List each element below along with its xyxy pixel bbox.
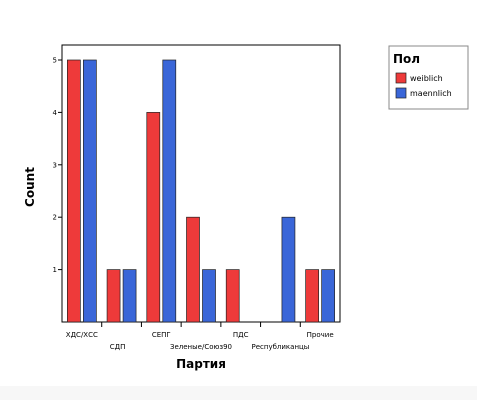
bar-maennlich xyxy=(162,59,177,323)
x-tick-label: СДП xyxy=(110,343,126,351)
bar-weiblich xyxy=(186,216,200,323)
bar-weiblich xyxy=(67,59,81,323)
y-tick-label: 4 xyxy=(53,109,58,117)
y-tick-label: 2 xyxy=(53,214,57,222)
bar-weiblich xyxy=(146,112,161,323)
bar-maennlich xyxy=(122,269,137,323)
bar-weiblich xyxy=(106,269,121,323)
bottom-strip xyxy=(0,386,477,400)
x-axis: ХДС/ХСС СДП СЕПГ Зеленые/Союз90ПДСРеспублик… xyxy=(66,322,334,351)
legend-label: maennlich xyxy=(410,89,452,98)
bar-weiblich xyxy=(225,269,240,323)
bar-maennlich xyxy=(281,216,296,323)
y-axis-label: Count xyxy=(23,167,37,207)
bar-maennlich xyxy=(202,269,216,323)
x-tick-label: ПДС xyxy=(233,331,249,339)
legend-title: Пол xyxy=(393,52,420,66)
y-tick-label: 1 xyxy=(53,266,57,274)
bar-maennlich xyxy=(83,59,97,323)
x-tick-label: Прочие xyxy=(307,331,334,339)
legend: Пол weiblich maennlich xyxy=(388,45,469,110)
bars xyxy=(67,59,335,323)
y-tick-label: 5 xyxy=(53,57,57,65)
x-tick-label: ХДС/ХСС xyxy=(66,331,98,339)
legend-items: weiblich maennlich xyxy=(395,72,452,99)
x-tick-label: Зеленые/Союз90 xyxy=(170,343,232,351)
legend-label: weiblich xyxy=(410,74,443,83)
legend-swatch-maennlich xyxy=(395,87,407,99)
x-tick-label: Республиканцы xyxy=(252,343,310,351)
legend-swatch-weiblich xyxy=(395,72,407,84)
x-axis-label: Партия xyxy=(176,357,226,371)
y-axis: 1 2 3 4 5 xyxy=(53,57,62,274)
plot-area xyxy=(61,44,341,323)
x-tick-label: СЕПГ xyxy=(152,331,171,339)
y-tick-label: 3 xyxy=(53,161,57,169)
bar-weiblich xyxy=(305,269,319,323)
bar-maennlich xyxy=(321,269,335,323)
